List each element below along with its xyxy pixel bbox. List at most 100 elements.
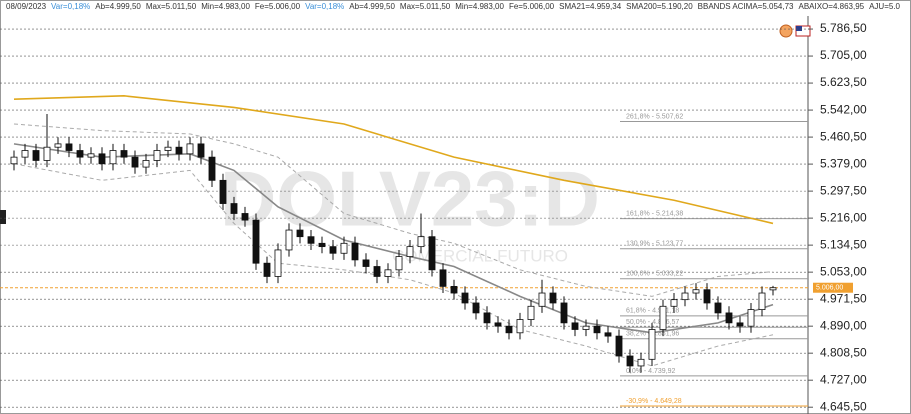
candle-body — [21, 150, 29, 158]
candle-body — [142, 160, 150, 168]
y-tick-label: 5.379,00 — [820, 156, 867, 170]
y-tick-label: 4.971,50 — [820, 291, 867, 305]
candle-body — [769, 287, 777, 291]
candle-body — [428, 236, 436, 271]
candle-body — [593, 325, 601, 334]
header-item: Min=4.983,00 — [455, 2, 504, 11]
y-tick-label: 5.134,50 — [820, 237, 867, 251]
header-item: Min=4.983,00 — [201, 2, 250, 11]
last-price-box — [813, 282, 853, 293]
candle-body — [582, 325, 590, 330]
candle-body — [164, 146, 172, 151]
candle-body — [670, 299, 678, 307]
candle-body — [197, 143, 205, 158]
candle-body — [604, 332, 612, 337]
candle-body — [219, 179, 227, 204]
candle-body — [54, 143, 62, 148]
y-tick-label: 4.890,00 — [820, 318, 867, 332]
candle-body — [395, 256, 403, 271]
header-item: ABAIXO=4.863,95 — [798, 2, 865, 11]
candle-body — [131, 156, 139, 168]
header: 08/09/2023 Var=0,18% Ab=4.999,50 Max=5.011,… — [6, 2, 900, 11]
candle-body — [241, 213, 249, 221]
y-tick-label: 4.727,00 — [820, 372, 867, 386]
candle-body — [186, 143, 194, 155]
header-item: Fe=5.006,00 — [254, 2, 301, 11]
fib-label: 0,0% - 4.739,92 — [626, 368, 676, 375]
header-item: Fe=5.006,00 — [508, 2, 555, 11]
flag-canton — [796, 26, 802, 31]
candle-body — [736, 322, 744, 327]
side-tab — [0, 210, 6, 224]
candle-body — [703, 289, 711, 304]
candle-body — [307, 236, 315, 244]
candle-body — [318, 242, 326, 248]
candle-body — [681, 292, 689, 301]
candle-body — [758, 292, 766, 310]
candle-body — [87, 153, 95, 158]
fib-label: -30,9% - 4.649,28 — [626, 398, 682, 405]
candle-body — [450, 285, 458, 294]
candle-body — [615, 335, 623, 357]
candle-body — [472, 302, 480, 314]
fib-label: 130,9% - 5.123,77 — [626, 241, 683, 248]
y-tick-label: 5.053,00 — [820, 264, 867, 278]
fib-label: 161,8% - 5.214,38 — [626, 211, 683, 218]
candle-body — [351, 242, 359, 261]
last-price-label: 5.006,00 — [816, 285, 843, 292]
header-item: Var=0,18% — [305, 2, 345, 11]
candle-body — [406, 246, 414, 257]
candle-body — [263, 262, 271, 277]
candle-body — [483, 312, 491, 324]
candle-body — [538, 292, 546, 307]
fib-label: 100,0% - 5.033,22 — [626, 271, 683, 278]
candle-body — [549, 292, 557, 304]
fib-label: 61,8% - 4.921,18 — [626, 308, 679, 315]
candle-body — [329, 246, 337, 254]
header-item: BBANDS ACIMA=5.054,73 — [697, 2, 794, 11]
watermark: DOLV23:D — [220, 155, 600, 243]
y-tick-label: 5.297,50 — [820, 183, 867, 197]
candle-body — [626, 355, 634, 367]
candle-body — [494, 322, 502, 327]
candle-body — [725, 312, 733, 324]
candle-body — [153, 150, 161, 161]
candle-body — [208, 156, 216, 181]
y-tick-label: 5.705,00 — [820, 48, 867, 62]
candle-body — [175, 146, 183, 155]
candle-body — [43, 146, 51, 161]
candle-body — [98, 153, 106, 165]
candle-body — [516, 319, 524, 334]
fib-label: 50,0% - 4.886,57 — [626, 319, 679, 326]
currency-icon — [779, 24, 793, 38]
indicator-line — [13, 163, 774, 367]
candle-body — [747, 309, 755, 327]
indicator-line — [13, 95, 774, 225]
indicator-line — [13, 123, 774, 297]
candle-body — [560, 302, 568, 324]
candle-body — [527, 305, 535, 320]
candle-body — [373, 266, 381, 277]
y-tick-label: 5.542,00 — [820, 102, 867, 116]
candle-body — [692, 289, 700, 294]
candle-body — [637, 358, 645, 367]
candle-body — [65, 143, 73, 151]
header-item: 08/09/2023 — [6, 2, 47, 11]
header-item: Ab=4.999,50 — [349, 2, 395, 11]
header-item: Ab=4.999,50 — [95, 2, 141, 11]
candle-body — [417, 236, 425, 248]
candle-body — [285, 229, 293, 251]
candle-body — [274, 249, 282, 277]
candle-body — [505, 325, 513, 334]
candle-body — [659, 305, 667, 330]
header-item: AJU=5.0 — [869, 2, 900, 11]
candle-body — [32, 150, 40, 161]
y-tick-label: 5.623,50 — [820, 75, 867, 89]
candle-body — [571, 322, 579, 330]
y-tick-label: 5.786,50 — [820, 21, 867, 35]
candle-body — [714, 302, 722, 314]
candle-body — [362, 259, 370, 267]
